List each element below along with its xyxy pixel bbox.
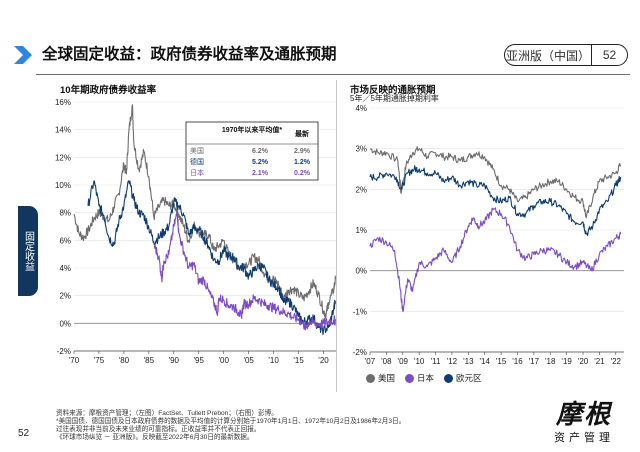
left-series-日本 xyxy=(153,212,337,331)
legend-dot-eurozone xyxy=(444,373,454,383)
legend-label-japan: 日本 xyxy=(417,373,435,383)
right-x-tick-label: '17 xyxy=(529,357,540,366)
legend-dot-us xyxy=(366,373,375,383)
legend-item-eurozone: 欧元区 xyxy=(444,372,482,384)
left-x-tick-label: '00 xyxy=(218,356,229,365)
yield-table-row-avg: 5.2% xyxy=(252,159,269,166)
right-x-tick-label: '20 xyxy=(578,357,589,366)
left-y-tick-label: 6% xyxy=(59,236,71,245)
footnote-source: 资料来源：摩根资产管理；（左图）FactSet、Tullett Prebon；（… xyxy=(56,410,278,417)
right-x-tick-label: '09 xyxy=(398,357,409,366)
legend-label-us: 美国 xyxy=(378,373,396,383)
right-series-日本 xyxy=(369,207,622,312)
yield-table-row-name: 日本 xyxy=(190,168,204,177)
left-y-tick-label: -2% xyxy=(57,347,71,356)
bond-yield-chart: -2% 0% 2% 4% 6% 8% 10% 12% 14% 16% '70 '75 '80 '85 '90… xyxy=(55,98,337,365)
legend-dot-japan xyxy=(405,373,415,383)
edition-badge: 亚洲版（中国） 52 xyxy=(504,44,628,66)
right-x-tick-label: '08 xyxy=(381,357,392,366)
right-chart-title: 市场反映的通胀预期 xyxy=(350,85,436,96)
header-divider xyxy=(36,74,630,75)
yield-table-row-avg: 2.1% xyxy=(252,170,269,177)
right-x-tick-label: '11 xyxy=(431,357,441,366)
yield-table-row-latest: 2.9% xyxy=(294,148,311,155)
left-y-tick-label: 2% xyxy=(59,292,71,301)
yield-table-header-avg: 1970年以来平均值* xyxy=(222,125,283,134)
left-x-tick-label: '80 xyxy=(119,356,130,365)
inflation-expectation-chart: -2% -1% 0% 1% 2% 3% 4% '07 '08 '09 '10 '11 '12 '13 '14… xyxy=(353,104,624,366)
right-x-tick-label: '10 xyxy=(414,357,425,366)
left-series-德国 xyxy=(87,180,337,336)
brand-logo-sub: 资产管理 xyxy=(554,432,614,444)
right-y-tick-label: 2% xyxy=(355,185,367,194)
yield-table xyxy=(185,121,319,181)
right-x-tick-label: '07 xyxy=(365,357,376,366)
left-x-tick-label: '10 xyxy=(268,356,279,365)
right-y-tick-label: 1% xyxy=(355,226,367,235)
right-x-tick-label: '14 xyxy=(479,357,490,366)
left-y-tick-label: 8% xyxy=(59,209,71,218)
right-x-tick-label: '21 xyxy=(594,357,605,366)
brand-logo: 摩根 资产管理 xyxy=(538,394,630,445)
footnote-disclaimer: 过往表现并非当前及未来业绩的可靠指标。正收益率并不代表正回报。 xyxy=(56,426,261,433)
right-chart-subtitle: 5年／5年期通胀掉期利率 xyxy=(350,94,439,103)
legend-label-eurozone: 欧元区 xyxy=(456,373,482,383)
page-title: 全球固定收益：政府债券收益率及通胀预期 xyxy=(42,46,337,63)
left-y-tick-label: 14% xyxy=(55,126,71,135)
right-y-tick-label: 0% xyxy=(355,267,367,276)
right-y-tick-label: -2% xyxy=(353,348,367,357)
right-x-tick-label: '16 xyxy=(512,357,523,366)
left-x-tick-label: '90 xyxy=(169,356,180,365)
yield-table-header-latest: 最新 xyxy=(295,129,309,138)
left-x-tick-label: '75 xyxy=(94,356,105,365)
yield-table-row-name: 德国 xyxy=(190,157,204,166)
legend-item-us: 美国 xyxy=(366,372,395,384)
right-y-tick-label: 4% xyxy=(355,104,367,113)
left-x-tick-label: '20 xyxy=(318,356,329,365)
right-chart-legend: 美国 日本 欧元区 xyxy=(366,372,488,384)
footnote-data-start: *美国国债、德国国债及日本政府债券的数据及平均值的计算分别始于1970年1月1日… xyxy=(56,418,406,425)
left-x-tick-label: '85 xyxy=(144,356,155,365)
footnotes: 资料来源：摩根资产管理；（左图）FactSet、Tullett Prebon；（… xyxy=(56,410,456,442)
right-y-tick-label: -1% xyxy=(353,307,367,316)
section-tab-label: 固定收益 xyxy=(22,231,34,271)
section-tab[interactable]: 固定收益 xyxy=(18,206,38,296)
yield-table-row-latest: 1.2% xyxy=(294,159,311,166)
brand-logo-name: 摩根 xyxy=(555,400,612,430)
right-x-tick-label: '22 xyxy=(611,357,622,366)
left-y-tick-label: 12% xyxy=(55,153,71,162)
left-y-tick-label: 0% xyxy=(59,319,71,328)
right-x-tick-label: '12 xyxy=(447,357,458,366)
right-series-欧元区 xyxy=(369,165,622,237)
right-series-美国 xyxy=(369,146,622,219)
left-y-tick-label: 4% xyxy=(59,264,71,273)
yield-table-row-avg: 6.2% xyxy=(252,148,269,155)
left-y-tick-label: 10% xyxy=(55,181,71,190)
left-x-tick-label: '15 xyxy=(293,356,304,365)
left-x-tick-label: '95 xyxy=(194,356,205,365)
left-x-tick-label: '05 xyxy=(243,356,254,365)
panel-divider xyxy=(336,80,337,392)
footnote-publication: 《环球市场纵览 － 亚洲版》。反映截至2022年6月30日的最新数据。 xyxy=(56,434,254,441)
page-number: 52 xyxy=(18,428,30,439)
left-chart-title: 10年期政府债券收益率 xyxy=(60,85,157,96)
right-x-tick-label: '18 xyxy=(545,357,556,366)
left-y-tick-label: 16% xyxy=(55,98,71,107)
chevron-logo-icon xyxy=(14,46,32,64)
left-series-美国 xyxy=(73,104,337,320)
edition-page-number: 52 xyxy=(602,48,617,62)
legend-item-japan: 日本 xyxy=(405,372,434,384)
right-y-tick-label: 3% xyxy=(355,145,367,154)
edition-label: 亚洲版（中国） xyxy=(505,48,590,63)
yield-table-row-name: 美国 xyxy=(190,146,204,155)
right-x-tick-label: '15 xyxy=(496,357,507,366)
left-x-tick-label: '70 xyxy=(69,356,80,365)
right-x-tick-label: '13 xyxy=(463,357,474,366)
yield-table-row-latest: 0.2% xyxy=(294,170,311,177)
right-x-tick-label: '19 xyxy=(561,357,572,366)
